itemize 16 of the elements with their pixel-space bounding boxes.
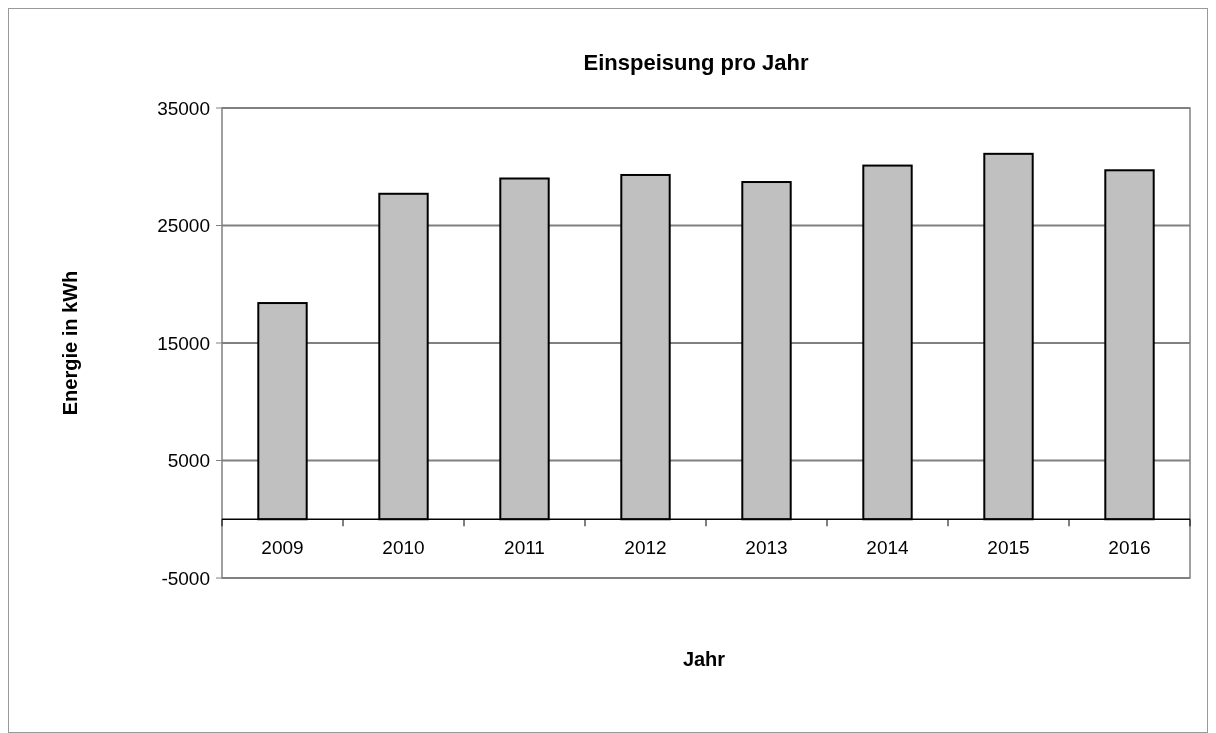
- y-tick-label: 5000: [167, 450, 210, 472]
- y-axis-title: Energie in kWh: [59, 270, 81, 416]
- y-tick-label: 15000: [157, 332, 210, 354]
- x-axis-title: Jahr: [682, 648, 726, 670]
- x-tick-label: 2014: [866, 537, 910, 559]
- y-tick-label: -5000: [161, 567, 210, 589]
- x-tick-label: 2012: [624, 537, 667, 559]
- x-tick-label: 2015: [987, 537, 1030, 559]
- x-tick-label: 2011: [504, 537, 545, 559]
- x-tick-label: 2016: [1108, 537, 1151, 559]
- x-tick-label: 2009: [261, 537, 304, 559]
- x-tick-label: 2010: [382, 537, 425, 559]
- y-tick-label: 25000: [157, 215, 210, 237]
- y-tick-label: 35000: [157, 97, 210, 119]
- chart-title: Einspeisung pro Jahr: [583, 50, 809, 75]
- x-tick-label: 2013: [745, 537, 788, 559]
